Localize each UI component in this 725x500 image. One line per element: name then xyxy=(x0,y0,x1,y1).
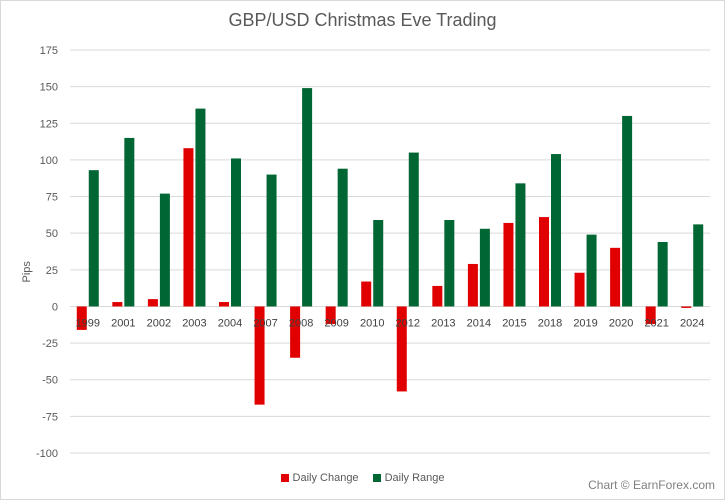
bar-daily-range xyxy=(586,234,597,307)
bar-daily-range xyxy=(693,224,704,307)
x-tick-label: 2024 xyxy=(680,317,704,329)
x-tick-label: 2001 xyxy=(111,317,135,329)
legend-swatch-daily-change xyxy=(280,474,289,482)
bar-daily-change xyxy=(76,306,87,330)
x-tick-label: 1999 xyxy=(76,317,100,329)
bar-daily-range xyxy=(657,241,668,307)
bar-daily-range xyxy=(373,219,384,307)
y-tick-label: 125 xyxy=(40,118,58,130)
y-tick-label: -25 xyxy=(42,338,58,350)
x-tick-label: 2015 xyxy=(502,317,526,329)
y-tick-label: 100 xyxy=(40,155,58,167)
bar-daily-change xyxy=(147,299,158,307)
x-tick-label: 2008 xyxy=(289,317,313,329)
x-tick-label: 2012 xyxy=(396,317,420,329)
legend-label-daily-range: Daily Range xyxy=(384,472,445,484)
bar-daily-change xyxy=(681,306,692,308)
y-tick-label: 175 xyxy=(40,45,58,57)
bar-daily-range xyxy=(266,174,277,307)
bar-daily-change xyxy=(645,306,656,325)
bar-daily-range xyxy=(88,170,99,307)
bar-daily-change xyxy=(467,263,478,307)
bar-daily-range xyxy=(408,152,419,307)
y-tick-label: 75 xyxy=(46,192,58,204)
bar-daily-range xyxy=(515,183,526,307)
y-tick-label: 0 xyxy=(52,301,58,313)
y-tick-label: -100 xyxy=(36,448,58,460)
y-tick-label: 25 xyxy=(46,265,58,277)
bar-daily-change xyxy=(254,306,265,405)
bar-daily-range xyxy=(479,228,490,307)
bar-daily-change xyxy=(290,306,301,358)
y-axis-label: Pips xyxy=(21,261,33,283)
bar-daily-range xyxy=(195,108,206,307)
bar-daily-range xyxy=(551,154,561,307)
bar-daily-change xyxy=(219,302,229,307)
chart-title: GBP/USD Christmas Eve Trading xyxy=(228,10,497,30)
legend-label-daily-change: Daily Change xyxy=(292,472,359,484)
y-tick-label: 50 xyxy=(46,228,58,240)
y-tick-label: -50 xyxy=(42,375,58,387)
bar-daily-range xyxy=(337,168,348,307)
bar-daily-change xyxy=(610,247,621,307)
chart-credit: Chart © EarnForex.com xyxy=(588,478,715,492)
x-tick-label: 2010 xyxy=(360,317,384,329)
x-tick-label: 2004 xyxy=(218,317,242,329)
legend-swatch-daily-range xyxy=(372,474,381,482)
bar-daily-range xyxy=(124,137,135,307)
legend-item-daily-change: Daily Change xyxy=(280,472,359,484)
x-tick-label: 2002 xyxy=(147,317,171,329)
legend-item-daily-range: Daily Range xyxy=(372,472,445,484)
bar-daily-change xyxy=(325,306,336,325)
x-tick-label: 2007 xyxy=(253,317,277,329)
y-tick-label: 150 xyxy=(40,82,58,94)
x-tick-label: 2018 xyxy=(538,317,562,329)
bar-daily-range xyxy=(622,115,633,307)
bar-daily-change xyxy=(361,281,372,307)
bar-daily-change xyxy=(539,217,549,307)
x-tick-label: 2021 xyxy=(644,317,668,329)
x-tick-label: 2020 xyxy=(609,317,633,329)
bar-daily-range xyxy=(302,88,313,307)
x-tick-label: 2003 xyxy=(182,317,206,329)
bar-daily-change xyxy=(574,272,585,307)
chart-legend: Daily Change Daily Range xyxy=(0,472,725,484)
bar-daily-range xyxy=(231,158,241,307)
x-tick-label: 2014 xyxy=(467,317,491,329)
x-tick-label: 2009 xyxy=(324,317,348,329)
bar-daily-range xyxy=(159,193,170,307)
x-tick-label: 2013 xyxy=(431,317,455,329)
bar-daily-change xyxy=(112,302,123,307)
bar-daily-change xyxy=(432,285,443,307)
bar-daily-change xyxy=(396,306,407,392)
bar-daily-change xyxy=(503,222,514,307)
bar-daily-change xyxy=(183,148,194,307)
y-tick-label: -75 xyxy=(42,411,58,423)
bar-daily-range xyxy=(444,219,455,307)
x-tick-label: 2019 xyxy=(573,317,597,329)
